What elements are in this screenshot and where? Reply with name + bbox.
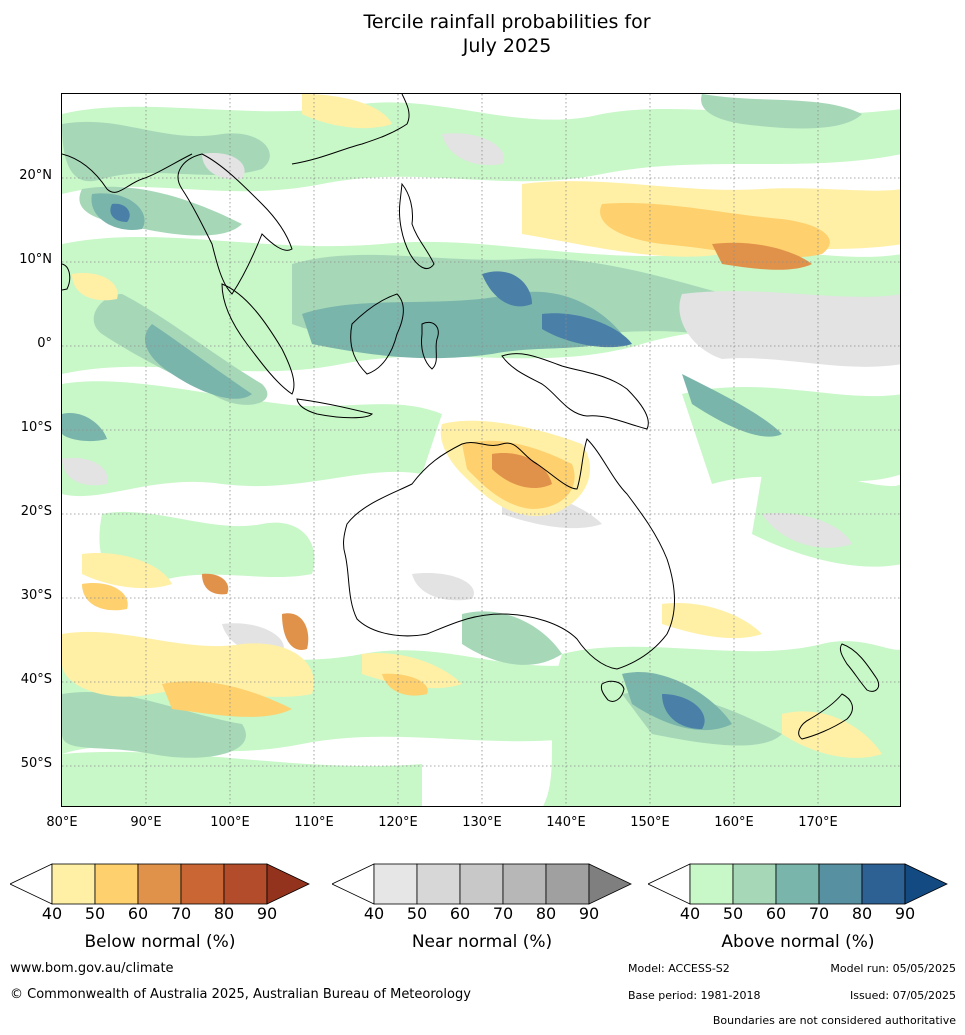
colorbar-swatch (775, 863, 820, 905)
lon-label-150e: 150°E (630, 815, 670, 830)
legend-near-tick-80: 80 (535, 904, 557, 923)
sumatra-coast (221, 283, 295, 395)
legend-below-tick-60: 60 (127, 904, 149, 923)
lat-label-20n: 20°N (19, 168, 52, 183)
colorbar-swatch (94, 863, 139, 905)
lon-label-140e: 140°E (546, 815, 586, 830)
colorbar-swatch (180, 863, 225, 905)
legend-below-normal: 40 50 60 70 80 90 Below normal (%) (9, 862, 310, 952)
legend-below-tick-70: 70 (170, 904, 192, 923)
legend-near-normal: 40 50 60 70 80 90 Near normal (%) (331, 862, 632, 952)
colorbar-swatch (223, 863, 268, 905)
legend-above-tick-70: 70 (808, 904, 830, 923)
sri-lanka-coast (62, 263, 71, 291)
below-normal-60-80-areas (202, 242, 812, 650)
tasmania-coast (600, 680, 625, 702)
colorbar-swatch (861, 863, 906, 905)
legend-above-normal-colorbar (647, 863, 948, 905)
nz-south-coast (798, 693, 853, 740)
borneo-coast (350, 293, 404, 375)
above-normal-60-70-areas (62, 193, 782, 731)
legend-near-tick-40: 40 (363, 904, 385, 923)
colorbar-high-extension (588, 863, 632, 905)
australia-coast (343, 438, 675, 670)
colorbar-swatch (502, 863, 547, 905)
above-normal-70-90-areas (110, 203, 705, 729)
legend-near-normal-colorbar (331, 863, 632, 905)
footer-copyright: © Commonwealth of Australia 2025, Austra… (10, 987, 471, 1002)
lat-label-40s: 40°S (20, 672, 52, 687)
colorbar-swatch (545, 863, 590, 905)
legend-above-tick-80: 80 (851, 904, 873, 923)
legend-near-tick-70: 70 (492, 904, 514, 923)
footer-base-period: Base period: 1981-2018 (628, 989, 761, 1002)
colorbar-swatch (689, 863, 734, 905)
footer-model: Model: ACCESS-S2 (628, 962, 730, 975)
lon-label-170e: 170°E (798, 815, 838, 830)
legend-near-tick-90: 90 (578, 904, 600, 923)
colorbar-swatch (137, 863, 182, 905)
legend-near-caption: Near normal (%) (411, 932, 553, 952)
legend-below-caption: Below normal (%) (84, 932, 236, 952)
map-canvas (62, 94, 900, 806)
colorbar-swatch (51, 863, 96, 905)
lon-label-160e: 160°E (714, 815, 754, 830)
sulawesi-coast (421, 321, 439, 370)
colorbar-low-extension (331, 863, 375, 905)
colorbar-high-extension (266, 863, 310, 905)
nz-north-coast (839, 643, 880, 692)
lat-label-30s: 30°S (20, 588, 52, 603)
map-title-line1: Tercile rainfall probabilities for (363, 11, 651, 33)
legend-above-tick-50: 50 (722, 904, 744, 923)
legend-below-tick-50: 50 (84, 904, 106, 923)
lon-label-100e: 100°E (210, 815, 250, 830)
colorbar-swatch (818, 863, 863, 905)
legend-above-normal: 40 50 60 70 80 90 Above normal (%) (647, 862, 948, 952)
colorbar-swatch (732, 863, 777, 905)
map-title-line2: July 2025 (462, 35, 552, 57)
legend-above-tick-90: 90 (894, 904, 916, 923)
coastlines (62, 94, 880, 740)
colorbar-low-extension (647, 863, 691, 905)
footer-model-run: Model run: 05/05/2025 (830, 962, 956, 975)
legend-above-tick-60: 60 (765, 904, 787, 923)
lon-label-120e: 120°E (378, 815, 418, 830)
legend-near-tick-60: 60 (449, 904, 471, 923)
lat-label-10s: 10°S (20, 420, 52, 435)
colorbar-low-extension (9, 863, 53, 905)
philippines-coast (399, 182, 435, 269)
lat-label-10n: 10°N (19, 252, 52, 267)
new-guinea-coast (501, 353, 649, 430)
legend-above-tick-40: 40 (679, 904, 701, 923)
colorbar-high-extension (904, 863, 948, 905)
footer-issued: Issued: 07/05/2025 (849, 989, 956, 1002)
china-coast (291, 94, 410, 165)
graticule (62, 94, 900, 806)
legend-below-tick-80: 80 (213, 904, 235, 923)
java-coast (296, 398, 373, 419)
colorbar-swatch (373, 863, 418, 905)
rainfall-probability-map (61, 93, 901, 807)
legend-below-normal-colorbar (9, 863, 310, 905)
lat-label-20s: 20°S (20, 504, 52, 519)
legend-near-tick-50: 50 (406, 904, 428, 923)
footer-url: www.bom.gov.au/climate (10, 961, 174, 976)
lon-label-80e: 80°E (46, 815, 78, 830)
footer-disclaimer: Boundaries are not considered authoritat… (712, 1014, 956, 1027)
se-asia-coast (177, 153, 293, 295)
colorbar-swatch (459, 863, 504, 905)
map-title: Tercile rainfall probabilities for July … (0, 10, 965, 58)
lat-label-50s: 50°S (20, 756, 52, 771)
colorbar-swatch (416, 863, 461, 905)
lon-label-110e: 110°E (294, 815, 334, 830)
lat-label-0: 0° (37, 336, 52, 351)
legend-below-tick-40: 40 (41, 904, 63, 923)
legend-above-caption: Above normal (%) (721, 932, 875, 952)
legend-below-tick-90: 90 (256, 904, 278, 923)
lon-label-130e: 130°E (462, 815, 502, 830)
lon-label-90e: 90°E (130, 815, 162, 830)
india-coast (62, 153, 193, 193)
